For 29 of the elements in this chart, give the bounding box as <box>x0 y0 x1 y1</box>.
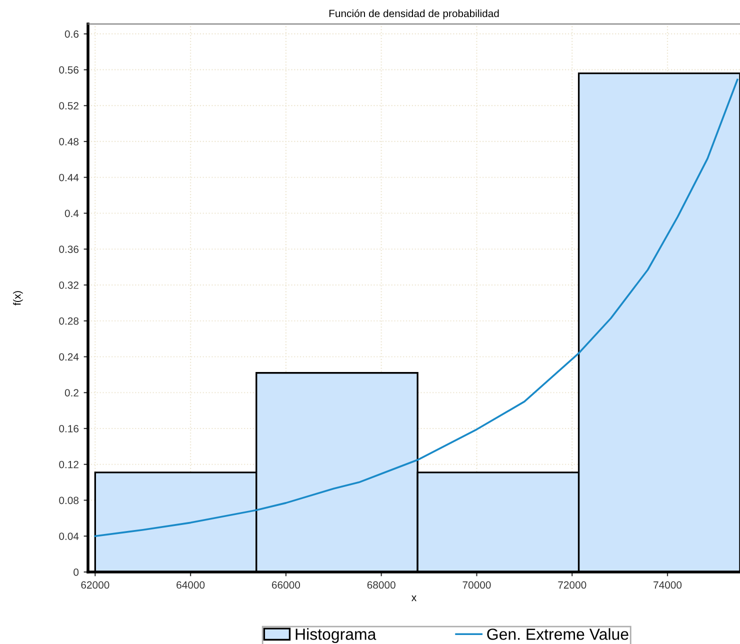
x-tick-label: 70000 <box>462 581 491 589</box>
x-tick-label: 64000 <box>176 581 205 589</box>
y-axis-title: f(x) <box>13 291 23 306</box>
y-tick-label: 0.04 <box>59 532 79 540</box>
y-tick-label: 0.16 <box>59 425 79 432</box>
x-axis-title: x <box>412 596 416 602</box>
x-tick-label: 74000 <box>654 581 682 589</box>
legend-label: Gen. Extreme Value <box>487 628 628 640</box>
y-tick-label: 0.48 <box>59 138 79 146</box>
y-tick-label: 0.56 <box>59 66 79 74</box>
y-tick-label: 0.36 <box>59 246 79 253</box>
y-tick-label: 0.28 <box>59 317 79 325</box>
y-tick-label: 0.32 <box>59 281 78 289</box>
x-tick-label: 66000 <box>272 581 300 589</box>
y-tick-label: 0.24 <box>59 353 79 361</box>
y-tick-label: 0.44 <box>59 174 79 182</box>
y-tick-label: 0.4 <box>64 210 79 218</box>
y-tick-label: 0.52 <box>59 102 78 110</box>
legend-label: Histograma <box>296 628 376 644</box>
chart-title: Función de densidad de probabilidad <box>329 9 499 20</box>
line-series <box>94 78 738 538</box>
y-tick-label: 0 <box>74 568 79 576</box>
y-tick-label: 0.08 <box>59 496 79 504</box>
x-tick-label: 72000 <box>558 581 586 589</box>
y-tick-label: 0.2 <box>64 389 78 396</box>
x-tick-label: 62000 <box>81 581 110 589</box>
y-tick-label: 0.6 <box>64 30 79 38</box>
y-tick-label: 0.12 <box>59 460 78 468</box>
x-tick-label: 68000 <box>367 581 396 589</box>
